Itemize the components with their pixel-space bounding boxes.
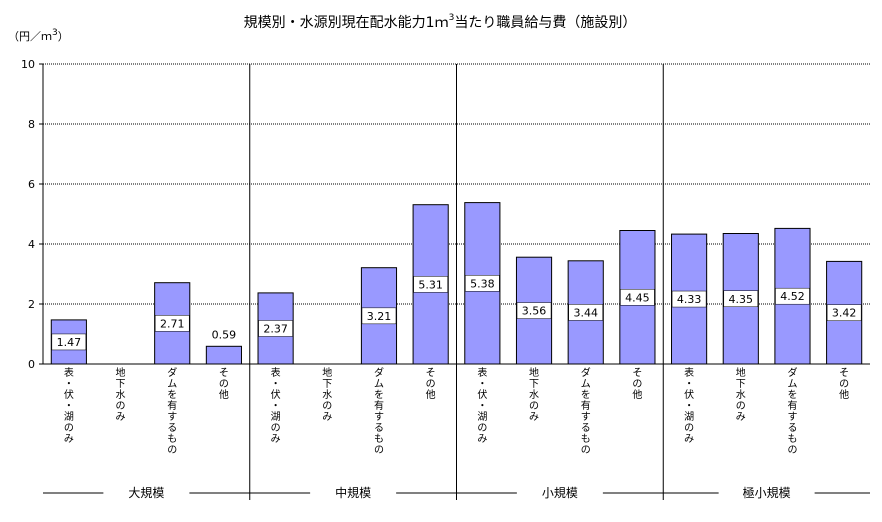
group-label: 極小規模: [743, 485, 791, 500]
data-label-box: [361, 307, 397, 325]
data-label: 3.56: [522, 305, 547, 318]
category-label: 表・伏・湖のみ: [684, 366, 694, 445]
data-label: 0.59: [212, 328, 237, 341]
category-label: その他: [426, 367, 436, 401]
data-label-box: [413, 276, 448, 293]
data-label-box: [154, 315, 190, 332]
category-label: ダムを有するもの: [374, 366, 384, 456]
group-label: 大規模: [128, 485, 164, 500]
data-label: 4.52: [780, 290, 805, 303]
category-label: 地下水のみ: [736, 366, 746, 423]
category-label: ダムを有するもの: [167, 366, 177, 456]
y-tick-label: 8: [28, 118, 35, 131]
data-label-box: [775, 287, 810, 305]
labels: 0 2 4 6 8 10 大規模 1.47 表・伏・湖のみ 地下水のみ 2.71 ダムを有するもの 0.…: [21, 58, 862, 500]
data-label: 4.35: [729, 293, 754, 306]
data-label-box: [723, 290, 759, 307]
data-label: 3.21: [367, 310, 392, 323]
category-label: 地下水のみ: [322, 366, 332, 423]
y-tick-label: 10: [21, 58, 35, 71]
data-label-box: [620, 289, 655, 306]
y-axis-unit-label: （円／ｍ3）: [8, 28, 69, 43]
data-label-box: [51, 333, 87, 351]
category-label: 地下水のみ: [529, 366, 539, 423]
y-tick-label: 0: [28, 358, 35, 371]
data-label-box: [826, 304, 862, 321]
category-label: 表・伏・湖のみ: [477, 366, 487, 445]
data-label-box: [671, 290, 707, 308]
data-label: 2.71: [160, 317, 185, 330]
data-label: 2.37: [263, 322, 288, 335]
data-label: 1.47: [57, 336, 82, 349]
data-label: 4.33: [677, 293, 702, 306]
category-label: その他: [632, 367, 642, 401]
axes: [39, 63, 870, 500]
category-label: その他: [219, 367, 229, 401]
category-label: ダムを有するもの: [787, 366, 797, 456]
group-label: 小規模: [542, 485, 578, 500]
bar: [205, 345, 242, 365]
data-label-box: [465, 275, 500, 292]
data-label: 4.45: [625, 291, 650, 304]
data-label: 5.38: [470, 277, 495, 290]
data-label: 5.31: [418, 278, 443, 291]
category-label: その他: [839, 367, 849, 401]
data-label-box: [516, 302, 552, 319]
category-label: ダムを有するもの: [581, 366, 591, 456]
group-label: 中規模: [335, 485, 371, 500]
y-tick-label: 2: [28, 298, 35, 311]
category-label: 表・伏・湖のみ: [64, 366, 74, 445]
category-label: 地下水のみ: [116, 366, 126, 423]
data-label-box: [258, 320, 293, 337]
category-label: 表・伏・湖のみ: [271, 366, 281, 445]
data-label: 3.44: [573, 306, 598, 319]
chart-title: 規模別・水源別現在配水能力1ｍ3当たり職員給与費（施設別）: [244, 13, 637, 31]
y-tick-label: 4: [28, 238, 35, 251]
data-label: 3.42: [832, 307, 857, 320]
data-label-box: [568, 304, 603, 321]
y-tick-label: 6: [28, 178, 35, 191]
